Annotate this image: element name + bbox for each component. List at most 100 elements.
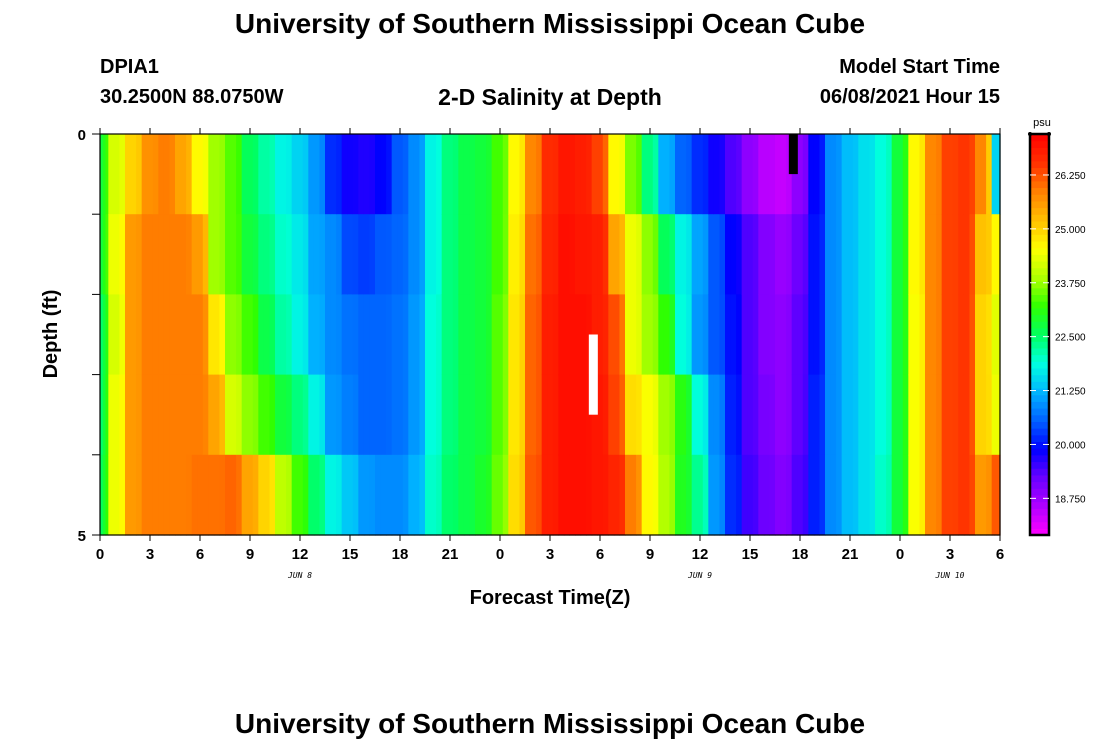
heatmap-cell <box>952 374 959 456</box>
heatmap-cell <box>252 454 259 536</box>
colorbar-segment <box>1030 247 1049 255</box>
heatmap-cell <box>902 294 909 376</box>
heatmap-cell <box>869 294 876 376</box>
heatmap-cell <box>902 134 909 215</box>
heatmap-cell <box>463 454 471 536</box>
heatmap-cell <box>141 294 148 376</box>
heatmap-cell <box>986 374 993 456</box>
heatmap-cell <box>313 294 321 376</box>
heatmap-cell <box>647 374 654 456</box>
colorbar-segment <box>1030 374 1049 382</box>
heatmap-cell <box>858 374 865 456</box>
heatmap-cell <box>463 214 471 295</box>
heatmap-cell <box>597 294 604 376</box>
heatmap-cell <box>136 214 143 295</box>
heatmap-cell <box>363 374 371 456</box>
heatmap-cell <box>363 214 371 295</box>
heatmap-cell <box>575 214 582 295</box>
heatmap-cell <box>319 294 326 376</box>
heatmap-cell <box>208 454 215 536</box>
heatmap-cell <box>469 294 476 376</box>
heatmap-cell <box>802 294 809 376</box>
heatmap-cell <box>591 134 598 215</box>
heatmap-cell <box>819 294 826 376</box>
heatmap-cell <box>308 374 315 456</box>
colorbar-segment <box>1030 294 1049 302</box>
heatmap-cell <box>952 454 959 536</box>
heatmap-cell <box>752 214 759 295</box>
heatmap-cell <box>797 374 804 456</box>
heatmap-cell <box>275 134 282 215</box>
heatmap-cell <box>941 294 948 376</box>
heatmap-cell <box>775 134 782 215</box>
heatmap-cell <box>586 374 593 456</box>
heatmap-cell <box>808 294 815 376</box>
heatmap-cell <box>513 134 521 215</box>
heatmap-cell <box>119 214 126 295</box>
heatmap-cell <box>919 454 926 536</box>
heatmap-cell <box>141 374 148 456</box>
heatmap-cell <box>447 454 454 536</box>
heatmap-cell <box>736 214 743 295</box>
heatmap-cell <box>994 374 998 456</box>
colorbar-segment <box>1030 354 1049 362</box>
heatmap-cell <box>452 454 459 536</box>
heatmap-cell <box>486 374 493 456</box>
heatmap-cell <box>975 374 982 456</box>
heatmap-cell <box>675 134 682 215</box>
heatmap-cell <box>191 214 198 295</box>
heatmap-cell <box>369 214 376 295</box>
heatmap-cell <box>536 294 543 376</box>
heatmap-cell <box>919 134 926 215</box>
heatmap-cell <box>847 374 854 456</box>
heatmap-cell <box>602 294 609 376</box>
colorbar-corner <box>1047 132 1051 136</box>
heatmap-cell <box>997 294 1001 376</box>
heatmap-cell <box>297 134 304 215</box>
heatmap-cell <box>741 374 748 456</box>
heatmap-cell <box>136 294 143 376</box>
heatmap-cell <box>491 214 498 295</box>
heatmap-cell <box>558 214 565 295</box>
heatmap-cell <box>891 134 898 215</box>
colorbar-segment <box>1030 154 1049 162</box>
colorbar-segment <box>1030 200 1049 209</box>
heatmap-cell <box>241 294 248 376</box>
heatmap-cell <box>402 374 409 456</box>
heatmap-cell <box>602 374 609 456</box>
heatmap-cell <box>413 134 421 215</box>
heatmap-cell <box>563 134 571 215</box>
model-start-date: 06/08/2021 Hour 15 <box>819 86 1000 108</box>
heatmap-cell <box>713 454 721 536</box>
colorbar-corner <box>1028 132 1032 136</box>
colorbar-segment <box>1030 234 1049 242</box>
heatmap-cell <box>208 214 215 295</box>
heatmap-cell <box>491 374 498 456</box>
heatmap-cell <box>336 454 343 536</box>
heatmap-cell <box>647 214 654 295</box>
heatmap-cell <box>725 214 732 295</box>
heatmap-cell <box>602 214 609 295</box>
heatmap-cell <box>980 134 987 215</box>
colorbar-segment <box>1030 481 1049 489</box>
heatmap-cell <box>636 134 643 215</box>
heatmap-cell <box>975 454 982 536</box>
heatmap-cell <box>291 454 298 536</box>
heatmap-cell <box>402 454 409 536</box>
heatmap-cell <box>413 374 421 456</box>
heatmap-cell <box>897 134 904 215</box>
heatmap-cell <box>925 454 932 536</box>
heatmap-cell <box>602 134 609 215</box>
missing-data-marker <box>588 334 598 415</box>
heatmap-cell <box>308 294 315 376</box>
heatmap-cell <box>969 374 976 456</box>
heatmap-cell <box>475 214 482 295</box>
heatmap-cell <box>708 374 715 456</box>
heatmap-cell <box>480 294 487 376</box>
heatmap-cell <box>886 214 893 295</box>
heatmap-cell <box>880 374 887 456</box>
heatmap-cell <box>763 134 771 215</box>
heatmap-cell <box>175 454 182 536</box>
heatmap-cell <box>558 454 565 536</box>
heatmap-cell <box>752 294 759 376</box>
